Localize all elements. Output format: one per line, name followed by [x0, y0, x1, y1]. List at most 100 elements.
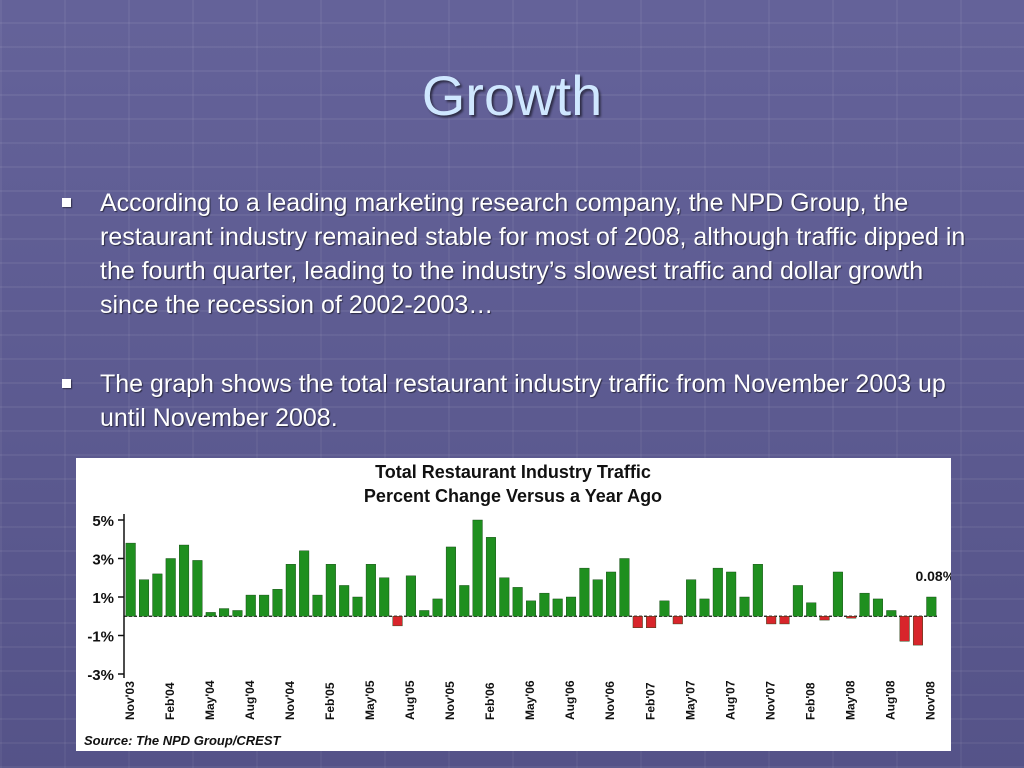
x-tick-label: Nov'07 [763, 681, 777, 720]
bar [392, 616, 403, 627]
bullet-list: According to a leading marketing researc… [62, 186, 972, 435]
bar [125, 542, 136, 617]
last-value-annotation: 0.08% [915, 568, 951, 584]
bar [766, 616, 777, 625]
y-tick-label: 1% [92, 590, 114, 607]
chart-source: Source: The NPD Group/CREST [84, 733, 282, 748]
bullet-text: According to a leading marketing researc… [100, 189, 966, 319]
bar [579, 567, 590, 617]
bar [485, 537, 496, 617]
bar [285, 564, 296, 617]
chart-subtitle: Percent Change Versus a Year Ago [364, 486, 662, 506]
bar [886, 610, 897, 617]
x-tick-label: May'07 [683, 680, 697, 720]
x-tick-label: Feb'05 [323, 682, 337, 720]
bar [846, 616, 857, 619]
bar [832, 571, 843, 617]
bar [259, 594, 270, 617]
x-tick-label: Nov'03 [123, 681, 137, 720]
x-tick-label: Aug'05 [403, 680, 417, 720]
bar [312, 594, 323, 617]
bar [806, 602, 817, 617]
bar [219, 608, 230, 617]
x-tick-label: Nov'05 [443, 681, 457, 720]
bar [352, 596, 363, 617]
bar [739, 596, 750, 617]
bar [245, 594, 256, 617]
bullet-text: The graph shows the total restaurant ind… [100, 370, 946, 432]
y-tick-label: 3% [92, 552, 114, 569]
x-tick-label: Nov'06 [603, 681, 617, 720]
bar [339, 585, 350, 617]
x-tick-label: Nov'04 [283, 681, 297, 720]
bar [472, 519, 483, 617]
bar [299, 550, 310, 617]
x-tick-label: Aug'04 [243, 680, 257, 720]
bar [686, 579, 697, 617]
bar [872, 598, 883, 617]
bar [325, 564, 336, 617]
bar [419, 610, 430, 617]
bar [205, 612, 216, 617]
bar [659, 600, 670, 617]
traffic-bar-chart: Total Restaurant Industry Traffic Percen… [84, 462, 951, 748]
bar [179, 544, 190, 617]
y-tick-label: -1% [87, 629, 114, 646]
y-tick-label: -3% [87, 667, 114, 684]
bar [819, 616, 830, 621]
x-tick-label: May'05 [363, 680, 377, 720]
x-tick-label: Aug'08 [883, 680, 897, 720]
bar [912, 616, 923, 646]
bar [192, 560, 203, 617]
bar [646, 616, 657, 629]
x-tick-label: Feb'07 [643, 682, 657, 720]
bar [499, 577, 510, 617]
bar [232, 610, 243, 617]
bar [752, 564, 763, 617]
bar [539, 592, 550, 617]
bar [899, 616, 910, 642]
bar [379, 577, 390, 617]
bar [512, 587, 523, 617]
x-tick-label: Aug'07 [723, 680, 737, 720]
bullet-item: According to a leading marketing researc… [62, 186, 972, 322]
bar [712, 567, 723, 617]
bar [165, 558, 176, 617]
x-tick-label: Feb'06 [483, 682, 497, 720]
bar [632, 616, 643, 629]
bar [792, 585, 803, 617]
bar [606, 571, 617, 617]
bar [859, 592, 870, 617]
bullet-marker-icon [62, 198, 71, 207]
bar [152, 573, 163, 617]
bar [365, 564, 376, 617]
bar [432, 598, 443, 617]
x-tick-label: Aug'06 [563, 680, 577, 720]
x-tick-label: May'08 [843, 680, 857, 720]
bar [445, 546, 456, 617]
x-tick-label: Feb'04 [163, 682, 177, 720]
chart-panel: Total Restaurant Industry Traffic Percen… [76, 458, 951, 751]
bar [779, 616, 790, 625]
bar [619, 558, 630, 617]
bar [726, 571, 737, 617]
bar [525, 600, 537, 617]
bar [926, 596, 937, 617]
bar [592, 579, 603, 617]
x-tick-label: May'04 [203, 680, 217, 720]
x-tick-label: Nov'08 [923, 681, 937, 720]
bar [405, 575, 416, 617]
x-tick-label: Feb'08 [803, 682, 817, 720]
chart-title: Total Restaurant Industry Traffic [375, 462, 651, 482]
bar [699, 598, 710, 617]
y-tick-label: 5% [92, 513, 114, 530]
bullet-item: The graph shows the total restaurant ind… [62, 367, 972, 435]
slide-title: Growth [421, 64, 603, 127]
bullet-marker-icon [62, 379, 71, 388]
bar [672, 616, 683, 625]
bar [272, 589, 283, 617]
x-tick-label: May'06 [523, 680, 537, 720]
bar [139, 579, 150, 617]
bar [459, 585, 470, 617]
bar [566, 596, 577, 617]
